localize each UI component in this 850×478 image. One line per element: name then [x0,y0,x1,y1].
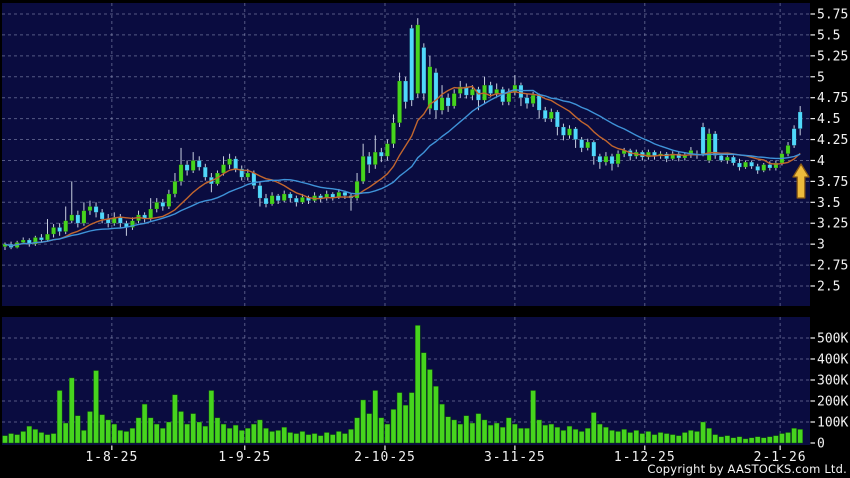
svg-text:3-11-25: 3-11-25 [484,450,546,465]
svg-text:3.25: 3.25 [817,217,848,232]
svg-text:1-9-25: 1-9-25 [218,450,271,465]
svg-text:2.5: 2.5 [817,280,840,295]
price-axis-labels: 5.75 5.5 5.25 5 4.75 4.5 4.25 4 3.75 3.5 3.25 3 2.75… [810,8,848,295]
svg-text:3.75: 3.75 [817,175,848,190]
svg-text:3: 3 [817,238,825,253]
svg-text:100K: 100K [817,416,848,431]
svg-text:2-1-26: 2-1-26 [754,450,807,465]
svg-text:1-8-25: 1-8-25 [85,450,138,465]
up-arrow-annotation [792,163,810,199]
svg-text:0: 0 [817,437,825,452]
svg-text:500K: 500K [817,332,848,347]
svg-text:4.75: 4.75 [817,91,848,106]
svg-text:5.25: 5.25 [817,49,848,64]
ma-lines-layer [4,85,801,247]
svg-text:5.75: 5.75 [817,8,848,23]
svg-text:4.25: 4.25 [817,133,848,148]
date-axis-labels: 1-8-25 1-9-25 2-10-25 3-11-25 1-12-25 2-1-26 [85,445,807,465]
copyright-text: Copyright by AASTOCKS.com Ltd. [647,462,847,476]
volume-axis-labels: 500K 400K 300K 200K 100K 0 [810,332,848,452]
svg-text:4: 4 [817,154,825,169]
svg-text:300K: 300K [817,374,848,389]
svg-text:4.5: 4.5 [817,112,840,127]
svg-text:2.75: 2.75 [817,259,848,274]
volume-bars-layer [2,325,803,444]
svg-text:2-10-25: 2-10-25 [354,450,416,465]
svg-text:200K: 200K [817,395,848,410]
svg-text:5: 5 [817,70,825,85]
svg-text:400K: 400K [817,353,848,368]
svg-text:3.5: 3.5 [817,196,840,211]
svg-text:5.5: 5.5 [817,28,840,43]
svg-text:1-12-25: 1-12-25 [614,450,676,465]
